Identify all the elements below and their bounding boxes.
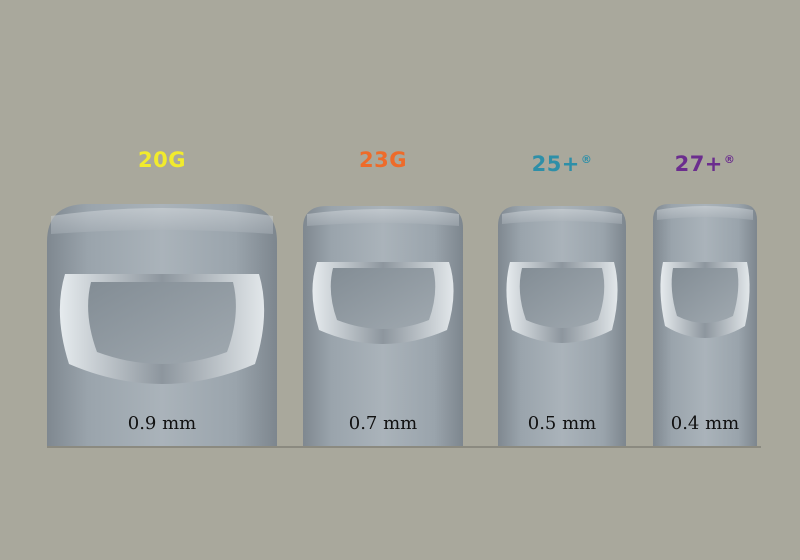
baseline (47, 446, 761, 448)
gauge-23g: 23G 0.7 mm (303, 140, 463, 448)
diameter-label: 0.5 mm (527, 413, 597, 434)
gauge-20g: 20G (47, 140, 277, 448)
gauge-label: 27+® (674, 152, 736, 176)
gauge-27plus: 27+® 0.4 mm (653, 140, 757, 448)
gauge-label: 23G (359, 148, 407, 172)
needle-tip-20g-image (47, 204, 277, 448)
diameter-label: 0.9 mm (127, 413, 197, 434)
diameter-label: 0.4 mm (670, 413, 740, 434)
needle-tip-27plus-image (653, 204, 757, 448)
diameter-label: 0.7 mm (348, 413, 418, 434)
gauge-label: 25+® (531, 152, 593, 176)
gauge-25plus: 25+® 0.5 mm (498, 140, 626, 448)
needle-tip-25plus-image (498, 206, 626, 448)
gauge-label: 20G (138, 148, 186, 172)
needle-tip-23g-image (303, 206, 463, 448)
